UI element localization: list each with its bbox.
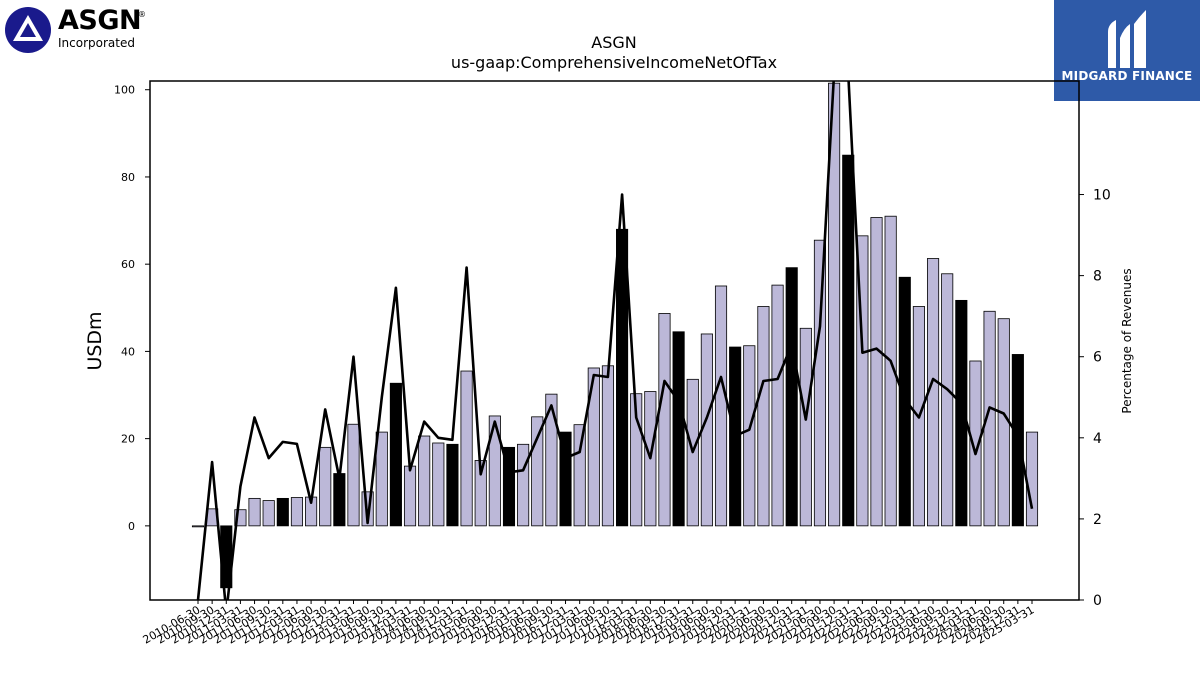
y-tick-label: 0 [128, 520, 135, 533]
bar [389, 382, 402, 527]
y2-tick-label: 0 [1093, 593, 1102, 609]
asgn-logo-word: ASGN [58, 5, 142, 36]
bar [375, 431, 388, 527]
bar [757, 306, 770, 527]
bar [1025, 431, 1039, 527]
bar [502, 446, 516, 527]
bar [884, 215, 897, 527]
bar [333, 473, 346, 527]
y-tick-label: 40 [121, 345, 135, 358]
y-axis-ticks: 0 20 40 60 80 100 [114, 84, 150, 533]
bar [799, 327, 812, 527]
bar [997, 318, 1010, 527]
bar [658, 313, 671, 527]
bar [559, 431, 572, 527]
bar [587, 367, 600, 527]
bar [969, 360, 982, 527]
y2-tick-label: 8 [1093, 269, 1102, 285]
bar [870, 217, 883, 527]
bar [771, 284, 784, 527]
y-tick-label: 100 [114, 84, 135, 97]
midgard-mark-icon [1108, 10, 1146, 68]
bar [432, 442, 445, 527]
bar [955, 299, 968, 527]
plot-frame [149, 80, 1080, 601]
bar [234, 509, 247, 527]
asgn-logo: ASGN ® Incorporated [4, 4, 154, 54]
y-tick-label: 60 [121, 258, 135, 271]
bar [290, 497, 304, 527]
bar [545, 393, 558, 527]
bar [460, 370, 473, 527]
y-tick-label: 20 [121, 433, 135, 446]
bar [488, 415, 501, 527]
midgard-finance-name: MIDGARD FINANCE [1061, 69, 1193, 83]
bar [856, 235, 869, 527]
bar [191, 525, 205, 528]
y2-axis-ticks: 0 2 4 6 8 10 [1079, 188, 1111, 609]
bar [347, 423, 360, 527]
y-axis-label: USDm [84, 311, 106, 370]
y2-tick-label: 6 [1093, 350, 1102, 366]
x-axis-ticks: 2010-06-302010-09-302010-12-312011-03-31… [141, 600, 1037, 647]
bar [672, 331, 685, 527]
registered-mark: ® [138, 10, 146, 19]
bar [743, 345, 756, 527]
bar [262, 500, 275, 527]
bar [276, 497, 289, 527]
bar [573, 424, 586, 527]
midgard-finance-watermark: MIDGARD FINANCE [1054, 0, 1200, 101]
chart-title: ASGN [591, 33, 636, 52]
bar [531, 416, 544, 527]
bar [616, 228, 629, 527]
y2-tick-label: 10 [1093, 188, 1111, 204]
bar [319, 446, 332, 527]
bar [898, 276, 911, 527]
bar [403, 465, 417, 527]
chart-subtitle: us-gaap:ComprehensiveIncomeNetOfTax [451, 53, 777, 72]
y2-tick-label: 4 [1093, 431, 1102, 447]
y-tick-label: 80 [121, 171, 135, 184]
bar [248, 497, 261, 527]
asgn-logo-subtitle: Incorporated [58, 36, 135, 50]
bar [630, 393, 643, 527]
bar [517, 443, 530, 527]
bar [418, 435, 431, 527]
bar [813, 239, 827, 527]
asgn-triangle-icon [5, 7, 51, 53]
series-line [196, 81, 1034, 600]
line-series [196, 81, 1034, 600]
bar [714, 285, 728, 527]
y2-tick-label: 2 [1093, 512, 1102, 528]
bar [983, 310, 996, 527]
bar [941, 273, 954, 527]
y2-axis-label: Percentage of Revenues [1120, 268, 1134, 413]
bar [842, 154, 855, 527]
bar [785, 267, 798, 527]
bar [601, 365, 614, 527]
bar-series [191, 82, 1039, 589]
bar [446, 443, 459, 527]
